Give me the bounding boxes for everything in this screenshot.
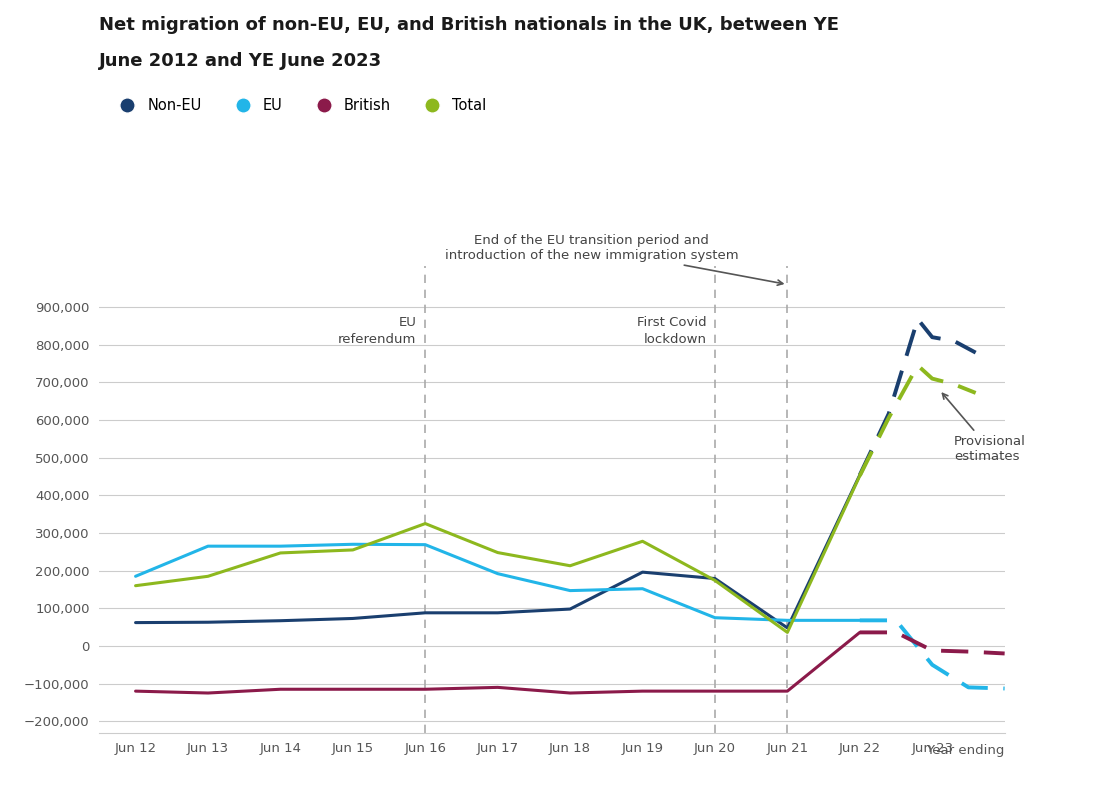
Text: EU
referendum: EU referendum xyxy=(338,316,416,346)
Text: Year ending: Year ending xyxy=(926,744,1005,757)
Legend: Non-EU, EU, British, Total: Non-EU, EU, British, Total xyxy=(107,92,492,118)
Text: End of the EU transition period and
introduction of the new immigration system: End of the EU transition period and intr… xyxy=(445,234,783,285)
Text: First Covid
lockdown: First Covid lockdown xyxy=(637,316,707,346)
Text: June 2012 and YE June 2023: June 2012 and YE June 2023 xyxy=(99,52,382,70)
Text: Net migration of non-EU, EU, and British nationals in the UK, between YE: Net migration of non-EU, EU, and British… xyxy=(99,16,839,34)
Text: Provisional
estimates: Provisional estimates xyxy=(943,394,1026,463)
